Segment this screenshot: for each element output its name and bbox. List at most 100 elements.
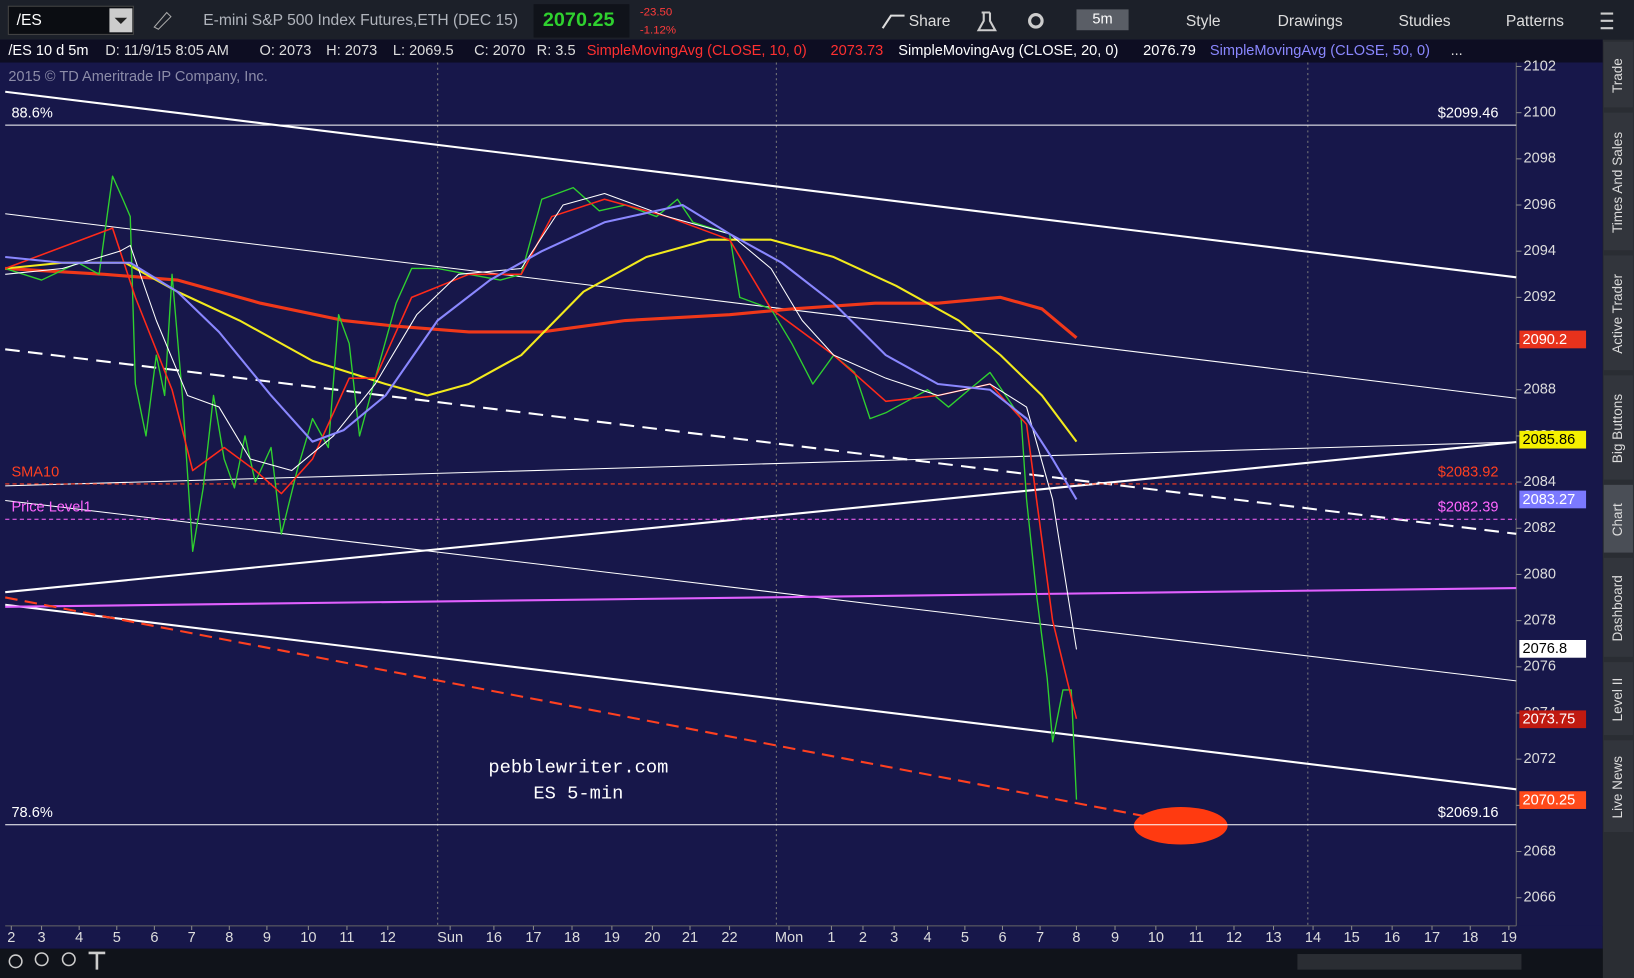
info-more[interactable]: ... xyxy=(1451,43,1463,59)
sidebar-tab[interactable] xyxy=(1603,255,1633,371)
x-tick-label: 17 xyxy=(1424,930,1440,946)
trendline xyxy=(5,603,1517,791)
trendlines xyxy=(5,90,1517,845)
x-tick-label: 6 xyxy=(998,930,1006,946)
timeframe-box[interactable] xyxy=(1076,9,1129,31)
change-pct: -1.12% xyxy=(640,24,676,36)
y-tick-label: 2098 xyxy=(1524,151,1556,167)
x-tick-label: 11 xyxy=(339,930,354,946)
price-badge-label: 2083.27 xyxy=(1522,492,1575,508)
y-tick-label: 2076 xyxy=(1524,659,1556,675)
drawings-button[interactable]: Drawings xyxy=(1278,13,1343,30)
flask-icon[interactable] xyxy=(976,11,997,32)
sidebar-tab-label: Trade xyxy=(1610,58,1625,93)
target-ellipse xyxy=(1133,807,1228,845)
share-button[interactable]: Share xyxy=(909,13,951,30)
x-tick-label: 11 xyxy=(1189,930,1204,946)
x-tick-label: 7 xyxy=(188,930,196,946)
sidebar-tab[interactable] xyxy=(1603,112,1633,251)
pencil-icon[interactable] xyxy=(153,11,172,30)
share-icon xyxy=(881,14,905,29)
sidebar-tab-label: Big Buttons xyxy=(1610,394,1625,464)
x-tick-label: Sun xyxy=(437,930,463,946)
y-tick-label: 2088 xyxy=(1524,382,1556,398)
x-tick-label: 5 xyxy=(113,930,121,946)
sma10-value: 2073.73 xyxy=(831,43,884,59)
price-box xyxy=(533,4,630,38)
price-badge-label: 2076.8 xyxy=(1522,641,1567,657)
chart-area xyxy=(0,39,1603,949)
price-line xyxy=(5,266,1078,340)
level-value: $2099.46 xyxy=(1438,106,1499,122)
x-tick-label: 2 xyxy=(7,930,15,946)
sidebar-tab[interactable] xyxy=(1603,557,1633,657)
trendline xyxy=(5,441,1517,594)
x-tick-label: 6 xyxy=(150,930,158,946)
text-tool-icon[interactable] xyxy=(88,951,106,970)
sidebar-tab-label: Live News xyxy=(1610,756,1625,819)
sidebar-tab[interactable] xyxy=(1603,375,1633,480)
info-symbol: /ES 10 d 5m xyxy=(8,43,88,59)
legend-sma10: SimpleMovingAvg (CLOSE, 10, 0) xyxy=(587,43,807,59)
x-tick-label: 4 xyxy=(924,930,932,946)
price-badge-label: 2073.75 xyxy=(1522,712,1575,728)
x-tick-label: 18 xyxy=(564,930,580,946)
info-open: O: 2073 xyxy=(259,43,311,59)
y-tick-label: 2080 xyxy=(1524,566,1556,582)
sidebar-tab-label: Level II xyxy=(1610,678,1625,722)
x-tick-label: 17 xyxy=(525,930,541,946)
menu-icon[interactable] xyxy=(1600,12,1614,30)
copyright: 2015 © TD Ameritrade IP Company, Inc. xyxy=(8,69,267,85)
sidebar-tab[interactable] xyxy=(1603,662,1633,736)
y-tick-label: 2096 xyxy=(1524,197,1556,213)
zoom-in-icon[interactable] xyxy=(34,952,49,967)
sidebar-tab[interactable] xyxy=(1603,484,1633,553)
zoom-controls xyxy=(8,951,106,970)
y-tick-label: 2078 xyxy=(1524,612,1556,628)
x-tick-label: 10 xyxy=(300,930,316,946)
y-tick-label: 2102 xyxy=(1524,58,1556,74)
sidebar-tab[interactable] xyxy=(1603,41,1633,108)
y-tick-label: 2094 xyxy=(1524,243,1556,259)
patterns-button[interactable]: Patterns xyxy=(1506,13,1564,30)
x-tick-label: 12 xyxy=(1226,930,1242,946)
x-tick-label: 3 xyxy=(37,930,45,946)
x-tick-label: 9 xyxy=(1111,930,1119,946)
x-tick-label: 1 xyxy=(827,930,835,946)
sidebar-tab[interactable] xyxy=(1603,740,1633,833)
x-tick-label: 19 xyxy=(1501,930,1517,946)
studies-button[interactable]: Studies xyxy=(1398,13,1450,30)
level-value: $2083.92 xyxy=(1438,464,1499,480)
price-badge xyxy=(1519,430,1587,449)
x-tick-label: 20 xyxy=(644,930,660,946)
style-button[interactable]: Style xyxy=(1186,13,1221,30)
scrollbar[interactable] xyxy=(1297,954,1522,970)
gear-icon[interactable] xyxy=(1028,13,1044,29)
x-tick-label: 12 xyxy=(380,930,396,946)
pan-icon[interactable] xyxy=(8,954,23,969)
trendline xyxy=(5,587,1517,608)
price-badge-label: 2085.86 xyxy=(1522,432,1575,448)
zoom-out-icon[interactable] xyxy=(61,952,76,967)
info-low: L: 2069.5 xyxy=(393,43,454,59)
toolbar xyxy=(0,0,1634,42)
trendline xyxy=(5,213,1517,399)
x-tick-label: 16 xyxy=(486,930,502,946)
description: E-mini S&P 500 Index Futures,ETH (DEC 15… xyxy=(203,12,518,29)
x-tick-label: 22 xyxy=(721,930,737,946)
sidebar-tabs: Trade Times And Sales Active Trader Big But… xyxy=(1603,41,1633,833)
x-tick-label: 8 xyxy=(225,930,233,946)
price-badge xyxy=(1519,330,1587,349)
price-badge xyxy=(1519,490,1587,509)
y-tick-label: 2100 xyxy=(1524,105,1556,121)
sma20-value: 2076.79 xyxy=(1143,43,1196,59)
x-tick-label: Mon xyxy=(775,930,803,946)
level-name: SMA10 xyxy=(11,464,59,480)
level-name: 88.6% xyxy=(11,106,52,122)
x-tick-label: 15 xyxy=(1344,930,1360,946)
x-tick-label: 13 xyxy=(1265,930,1281,946)
info-date: D: 11/9/15 8:05 AM xyxy=(105,43,229,59)
info-high: H: 2073 xyxy=(326,43,377,59)
x-tick-label: 21 xyxy=(682,930,698,946)
x-tick-label: 18 xyxy=(1462,930,1478,946)
